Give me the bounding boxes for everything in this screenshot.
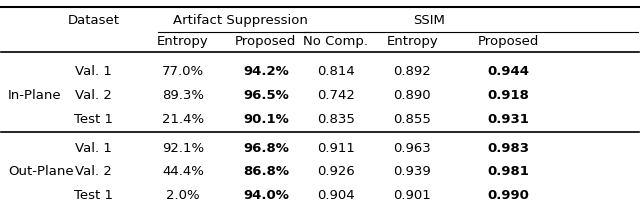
Text: Proposed: Proposed [235,35,296,48]
Text: 89.3%: 89.3% [162,89,204,102]
Text: 94.2%: 94.2% [243,65,289,79]
Text: 77.0%: 77.0% [162,65,204,79]
Text: 0.981: 0.981 [487,165,529,178]
Text: 86.8%: 86.8% [243,165,289,178]
Text: 0.901: 0.901 [394,189,431,202]
Text: 44.4%: 44.4% [162,165,204,178]
Text: 0.904: 0.904 [317,189,355,202]
Text: In-Plane: In-Plane [8,89,61,102]
Text: Test 1: Test 1 [74,113,113,126]
Text: Dataset: Dataset [68,14,120,27]
Text: 0.835: 0.835 [317,113,355,126]
Text: 0.963: 0.963 [394,142,431,155]
Text: 0.983: 0.983 [487,142,529,155]
Text: Test 1: Test 1 [74,189,113,202]
Text: 0.926: 0.926 [317,165,355,178]
Text: No Comp.: No Comp. [303,35,369,48]
Text: Entropy: Entropy [157,35,209,48]
Text: Proposed: Proposed [477,35,539,48]
Text: 0.892: 0.892 [394,65,431,79]
Text: 21.4%: 21.4% [162,113,204,126]
Text: Val. 2: Val. 2 [76,89,112,102]
Text: 0.911: 0.911 [317,142,355,155]
Text: Out-Plane: Out-Plane [8,165,74,178]
Text: 96.8%: 96.8% [243,142,289,155]
Text: 0.939: 0.939 [394,165,431,178]
Text: 90.1%: 90.1% [243,113,289,126]
Text: 0.918: 0.918 [487,89,529,102]
Text: Artifact Suppression: Artifact Suppression [173,14,308,27]
Text: Val. 1: Val. 1 [76,65,112,79]
Text: Val. 1: Val. 1 [76,142,112,155]
Text: 96.5%: 96.5% [243,89,289,102]
Text: 0.742: 0.742 [317,89,355,102]
Text: 2.0%: 2.0% [166,189,200,202]
Text: Entropy: Entropy [387,35,438,48]
Text: 0.990: 0.990 [487,189,529,202]
Text: 0.890: 0.890 [394,89,431,102]
Text: Val. 2: Val. 2 [76,165,112,178]
Text: 0.855: 0.855 [394,113,431,126]
Text: 92.1%: 92.1% [162,142,204,155]
Text: 0.931: 0.931 [487,113,529,126]
Text: 0.814: 0.814 [317,65,355,79]
Text: SSIM: SSIM [413,14,445,27]
Text: 0.944: 0.944 [487,65,529,79]
Text: 94.0%: 94.0% [243,189,289,202]
